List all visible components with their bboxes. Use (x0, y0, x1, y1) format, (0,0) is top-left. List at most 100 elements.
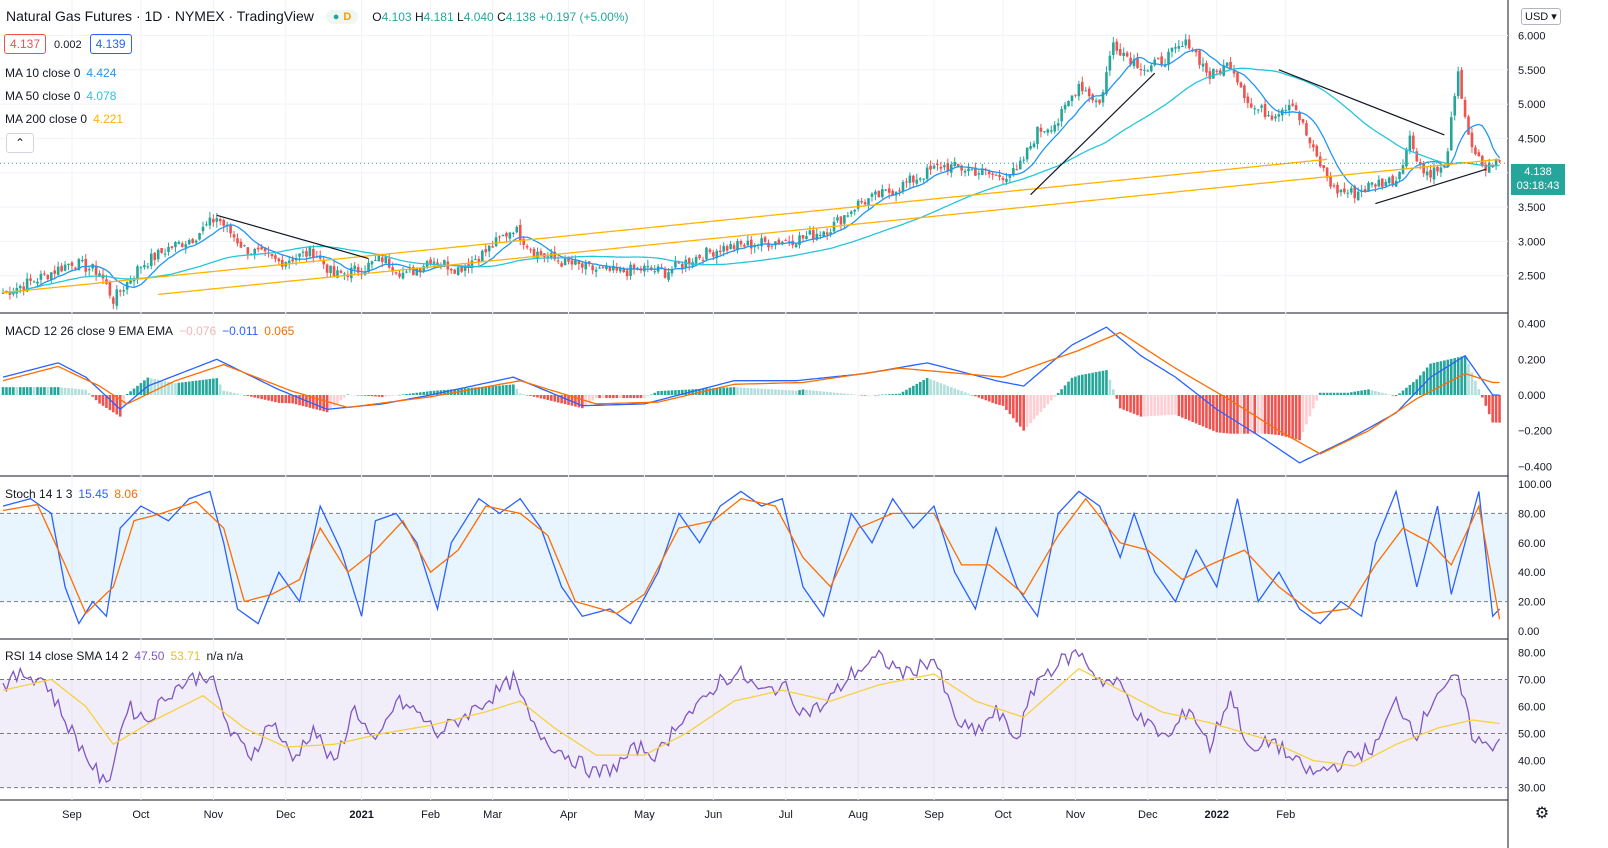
macd-hist-bar (1246, 395, 1250, 434)
macd-hist-bar (767, 389, 770, 395)
macd-hist-bar (922, 379, 925, 395)
candle-body (918, 178, 922, 180)
macd-hist-bar (1408, 384, 1412, 395)
macd-hist-bar (108, 395, 112, 411)
macd-hist-bar (1063, 385, 1067, 395)
candle-body (1429, 169, 1432, 178)
candle-body (1084, 90, 1088, 92)
candle-body (1236, 72, 1239, 83)
macd-hist-bar (525, 395, 529, 396)
candle-body (498, 236, 501, 238)
macd-hist-bar (1498, 395, 1501, 423)
buy-price-button[interactable]: 4.139 (89, 34, 132, 54)
macd-tick-label: −0.200 (1518, 426, 1552, 438)
candle-body (943, 165, 946, 168)
macd-hist-bar (274, 395, 277, 403)
macd-hist-bar (1081, 374, 1084, 395)
macd-hist-bar (43, 387, 46, 395)
candle-body (281, 259, 284, 267)
macd-hist-bar (518, 393, 522, 395)
candle-body (1205, 63, 1208, 73)
legend-stoch[interactable]: Stoch 14 1 3 15.45 8.06 (5, 487, 138, 501)
candle-body (760, 238, 763, 247)
gear-icon[interactable]: ⚙ (1534, 805, 1550, 822)
legend-ma50[interactable]: MA 50 close 0 4.078 (5, 89, 117, 103)
macd-hist-bar (615, 395, 619, 399)
macd-hist-bar (877, 394, 881, 396)
candle-body (343, 273, 346, 275)
macd-hist-bar (267, 395, 270, 401)
symbol-title[interactable]: Natural Gas Futures · 1D · NYMEX · Tradi… (6, 8, 314, 24)
rsi-tick-label: 30.00 (1518, 783, 1546, 795)
macd-hist-bar (1191, 395, 1194, 423)
candle-body (749, 239, 753, 249)
macd-hist-bar (1315, 395, 1319, 401)
candle-body (25, 278, 29, 292)
candle-body (518, 224, 522, 241)
x-axis-label: Aug (848, 809, 868, 821)
candle-body (763, 237, 767, 242)
candle-body (418, 268, 422, 272)
macd-hist-bar (491, 386, 494, 395)
macd-hist-bar (1036, 395, 1039, 416)
macd-hist-bar (184, 381, 188, 395)
macd-hist-bar (829, 392, 832, 395)
candle-body (260, 247, 263, 250)
candle-body (939, 166, 943, 169)
macd-hist-bar (1129, 395, 1132, 413)
sell-price-button[interactable]: 4.137 (4, 34, 47, 54)
candle-body (1474, 147, 1477, 155)
candle-body (1212, 68, 1215, 79)
macd-hist-bar (1477, 389, 1481, 395)
macd-hist-bar (684, 389, 688, 395)
legend-ma10[interactable]: MA 10 close 0 4.424 (5, 66, 117, 80)
candle-body (98, 273, 101, 277)
candle-body (1405, 149, 1408, 167)
macd-hist-bar (570, 395, 574, 406)
macd-hist-bar (1170, 395, 1174, 415)
candle-body (612, 265, 615, 271)
candle-body (156, 249, 160, 260)
candle-body (53, 270, 57, 274)
candle-body (525, 245, 529, 248)
market-status-badge[interactable]: ● D (325, 10, 359, 25)
candle-body (474, 259, 477, 261)
macd-hist-bar (346, 394, 350, 396)
legend-ma200[interactable]: MA 200 close 0 4.221 (5, 112, 124, 126)
candle-body (798, 235, 801, 245)
candle-body (1312, 144, 1315, 148)
macd-hist-bar (763, 388, 767, 395)
macd-hist-bar (1249, 395, 1253, 434)
candle-body (1446, 151, 1450, 167)
legend-rsi[interactable]: RSI 14 close SMA 14 2 47.50 53.71 n/a n/a (5, 649, 244, 663)
candle-body (487, 245, 491, 252)
candle-body (808, 230, 812, 235)
macd-hist-bar (587, 395, 591, 404)
candle-body (1077, 83, 1081, 97)
candle-body (429, 259, 432, 264)
x-axis-label: Oct (132, 809, 149, 821)
macd-hist-bar (801, 389, 805, 395)
candle-body (1467, 116, 1470, 135)
candle-body (736, 241, 739, 251)
collapse-legend-button[interactable]: ⌃ (6, 133, 34, 153)
macd-hist-bar (1101, 370, 1105, 395)
x-axis-label: Nov (204, 809, 224, 821)
macd-hist-bar (898, 393, 901, 395)
candle-body (112, 297, 115, 304)
macd-hist-bar (449, 389, 453, 395)
candle-body (1177, 46, 1181, 49)
macd-hist-bar (1301, 395, 1305, 433)
macd-hist-bar (1198, 395, 1201, 425)
macd-hist-bar (398, 394, 401, 396)
macd-hist-bar (653, 392, 657, 395)
x-axis-label: Feb (1276, 809, 1295, 821)
currency-selector[interactable]: USD ▾ (1521, 8, 1561, 25)
candle-body (922, 178, 925, 180)
candle-body (508, 232, 512, 239)
legend-macd[interactable]: MACD 12 26 close 9 EMA EMA −0.076 −0.011 0.… (5, 324, 295, 338)
candle-body (339, 270, 343, 273)
candle-body (1387, 177, 1391, 184)
macd-hist-bar (1387, 394, 1391, 395)
